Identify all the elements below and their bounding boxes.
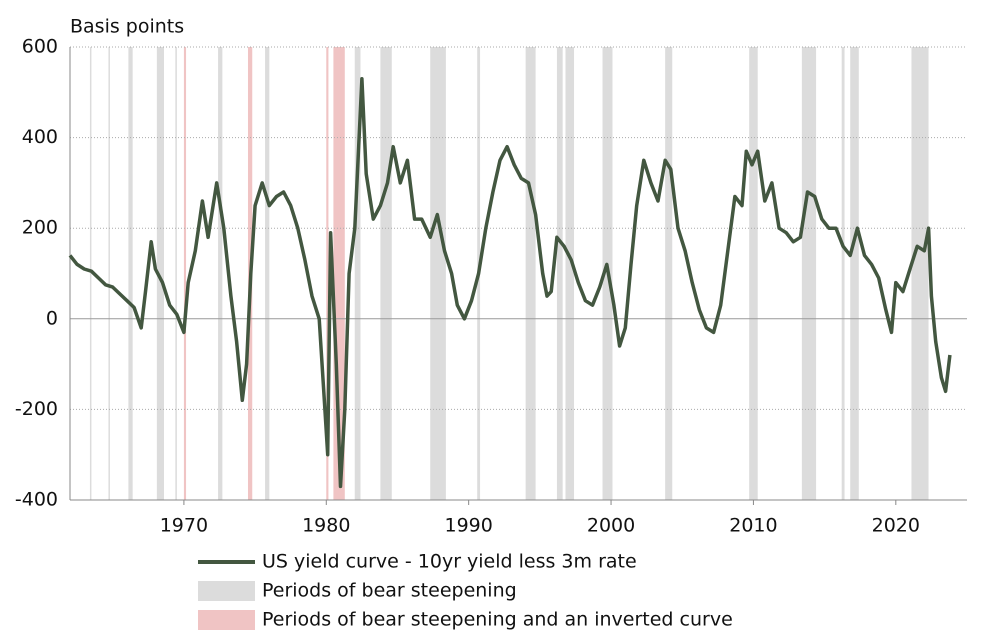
y-axis-label: Basis points (70, 16, 184, 38)
legend-swatch (198, 610, 255, 630)
shaded-period (565, 47, 575, 500)
y-tick-label: 200 (22, 217, 58, 239)
shaded-period (911, 47, 929, 500)
shaded-period (749, 47, 758, 500)
y-tick-label: 0 (46, 307, 58, 329)
x-tick-label: 2010 (729, 515, 777, 537)
legend-label: Periods of bear steepening and an invert… (262, 609, 733, 631)
shaded-period (326, 47, 329, 500)
shaded-period (354, 47, 361, 500)
x-tick-label: 2000 (587, 515, 635, 537)
shaded-period (801, 47, 817, 500)
data-line (68, 76, 952, 489)
x-tick-label: 1970 (160, 515, 208, 537)
shaded-period (380, 47, 392, 500)
shaded-period (556, 47, 563, 500)
y-tick-label: 600 (22, 36, 58, 58)
shaded-period (525, 47, 536, 500)
y-tick-label: -200 (15, 398, 58, 420)
shaded-period (156, 47, 164, 500)
shaded-period (183, 47, 187, 500)
legend-swatch (198, 581, 255, 601)
shaded-period (265, 47, 270, 500)
shaded-period (850, 47, 859, 500)
shaded-period (218, 47, 223, 500)
shaded-period (665, 47, 673, 500)
shaded-period (175, 47, 177, 500)
x-tick-label: 1990 (444, 515, 492, 537)
shaded-period (841, 47, 845, 500)
shaded-period (430, 47, 446, 500)
shaded-period (128, 47, 133, 500)
shaded-period (89, 47, 92, 500)
y-tick-label: 400 (22, 126, 58, 148)
x-tick-label: 1980 (302, 515, 350, 537)
shaded-period (108, 47, 110, 500)
legend-label: US yield curve - 10yr yield less 3m rate (262, 551, 637, 573)
x-tick-label: 2020 (872, 515, 920, 537)
y-tick-label: -400 (15, 489, 58, 511)
legend-label: Periods of bear steepening (262, 580, 517, 602)
shaded-period (333, 47, 345, 500)
